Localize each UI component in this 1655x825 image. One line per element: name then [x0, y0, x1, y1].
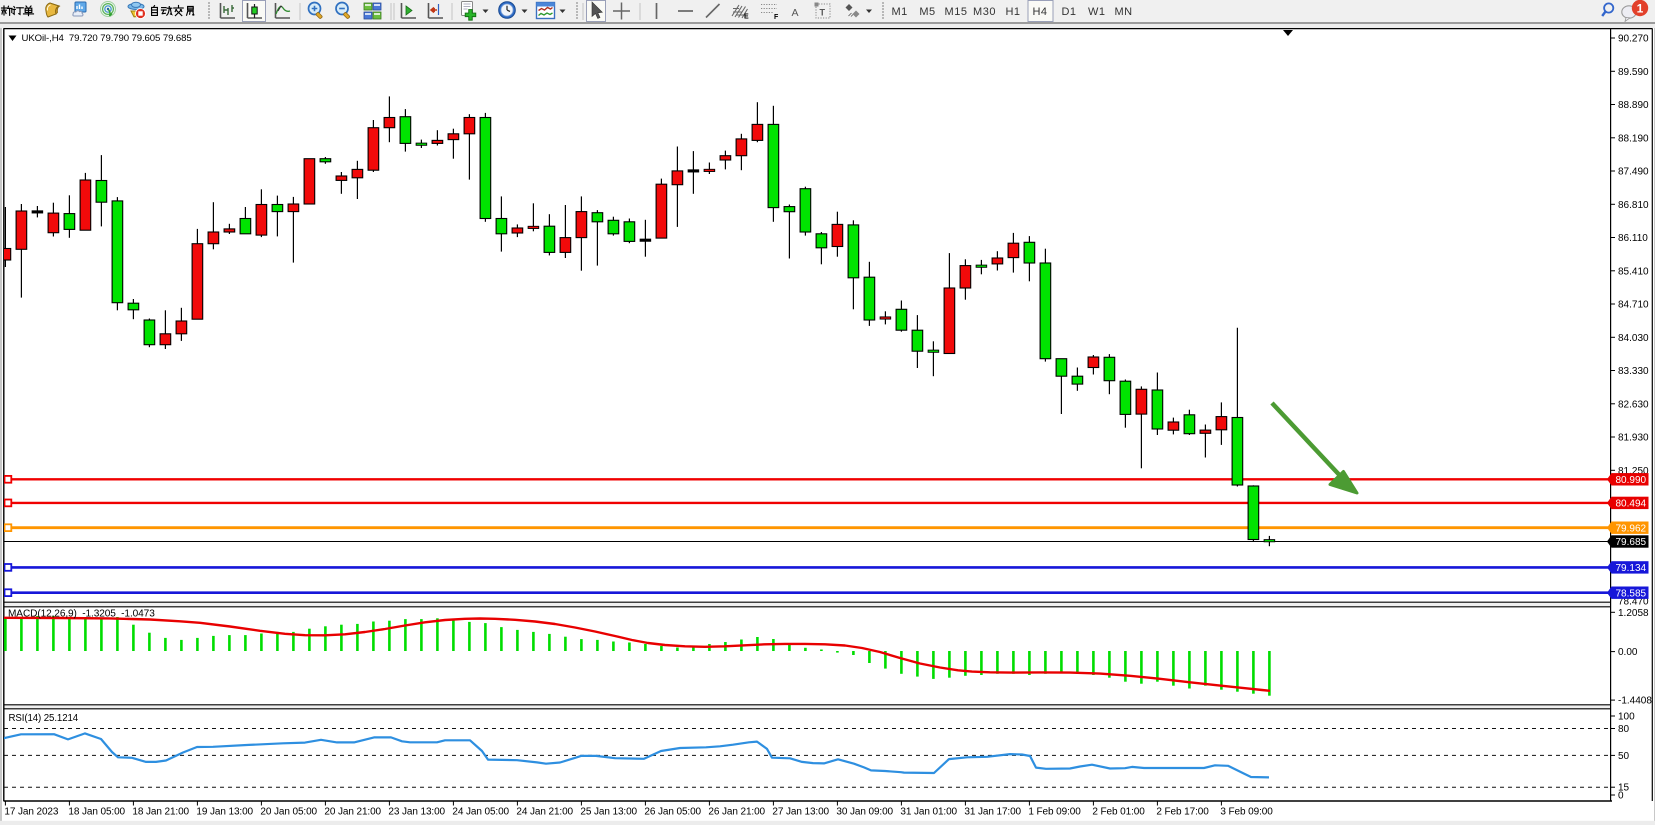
svg-text:86.110: 86.110 [1618, 233, 1648, 244]
svg-text:25 Jan 13:00: 25 Jan 13:00 [580, 807, 637, 818]
svg-text:31 Jan 17:00: 31 Jan 17:00 [964, 807, 1021, 818]
svg-text:100: 100 [1618, 712, 1635, 723]
svg-text:1 Feb 09:00: 1 Feb 09:00 [1028, 807, 1081, 818]
svg-text:84.030: 84.030 [1618, 333, 1649, 344]
svg-text:90.270: 90.270 [1618, 34, 1649, 45]
svg-text:79.685: 79.685 [1616, 537, 1647, 548]
svg-text:1: 1 [1637, 1, 1644, 15]
svg-text:18 Jan 21:00: 18 Jan 21:00 [132, 807, 189, 818]
svg-text:M15: M15 [945, 6, 968, 18]
svg-text:31 Jan 01:00: 31 Jan 01:00 [900, 807, 957, 818]
svg-text:26 Jan 21:00: 26 Jan 21:00 [708, 807, 765, 818]
svg-text:80.990: 80.990 [1616, 475, 1647, 486]
svg-text:M30: M30 [973, 6, 996, 18]
svg-text:89.590: 89.590 [1618, 67, 1649, 78]
svg-text:86.810: 86.810 [1618, 200, 1649, 211]
svg-text:M1: M1 [891, 6, 907, 18]
svg-text:81.250: 81.250 [1618, 466, 1649, 477]
svg-text:E: E [744, 14, 749, 21]
svg-text:19 Jan 13:00: 19 Jan 13:00 [196, 807, 253, 818]
svg-text:78.585: 78.585 [1616, 588, 1647, 599]
svg-text:78.470: 78.470 [1618, 597, 1649, 608]
svg-text:D1: D1 [1061, 6, 1076, 18]
svg-text:MN: MN [1114, 6, 1132, 18]
svg-text:0.00: 0.00 [1618, 647, 1638, 658]
svg-text:26 Jan 05:00: 26 Jan 05:00 [644, 807, 701, 818]
svg-text:20 Jan 05:00: 20 Jan 05:00 [260, 807, 317, 818]
svg-text:RSI(14) 25.1214: RSI(14) 25.1214 [9, 713, 79, 724]
svg-text:79.134: 79.134 [1616, 563, 1647, 574]
svg-text:84.710: 84.710 [1618, 300, 1649, 311]
svg-text:MACD(12,26,9) -1.3205 -1.047: MACD(12,26,9) -1.3205 -1.0473 [8, 609, 155, 620]
svg-text:50: 50 [1618, 751, 1630, 762]
svg-text:24 Jan 05:00: 24 Jan 05:00 [452, 807, 509, 818]
svg-text:W1: W1 [1088, 6, 1106, 18]
svg-text:24 Jan 21:00: 24 Jan 21:00 [516, 807, 573, 818]
svg-text:88.890: 88.890 [1618, 100, 1649, 111]
svg-text:F: F [774, 14, 779, 21]
svg-text:T: T [820, 8, 826, 18]
svg-text:2 Feb 17:00: 2 Feb 17:00 [1156, 807, 1209, 818]
svg-text:85.410: 85.410 [1618, 266, 1649, 277]
svg-text:83.330: 83.330 [1618, 366, 1649, 377]
svg-text:82.630: 82.630 [1618, 399, 1649, 410]
svg-text:A: A [792, 7, 799, 19]
svg-text:88.190: 88.190 [1618, 133, 1649, 144]
svg-text:27 Jan 13:00: 27 Jan 13:00 [772, 807, 829, 818]
svg-text:79.962: 79.962 [1616, 523, 1647, 534]
svg-text:H4: H4 [1032, 6, 1047, 18]
svg-text:81.930: 81.930 [1618, 433, 1649, 444]
svg-text:87.490: 87.490 [1618, 167, 1649, 178]
svg-text:M5: M5 [919, 6, 935, 18]
svg-text:-1.4408: -1.4408 [1618, 696, 1652, 707]
svg-text:15: 15 [1618, 783, 1630, 794]
svg-text:UKOil-,H4 79.720 79.790 79.60: UKOil-,H4 79.720 79.790 79.605 79.685 [22, 33, 192, 44]
svg-text:1.2058: 1.2058 [1618, 608, 1649, 619]
svg-text:0: 0 [1618, 791, 1624, 802]
svg-text:H1: H1 [1005, 6, 1020, 18]
svg-text:80.494: 80.494 [1616, 499, 1647, 510]
svg-text:23 Jan 13:00: 23 Jan 13:00 [388, 807, 445, 818]
svg-text:18 Jan 05:00: 18 Jan 05:00 [68, 807, 125, 818]
svg-text:3 Feb 09:00: 3 Feb 09:00 [1220, 807, 1273, 818]
svg-text:20 Jan 21:00: 20 Jan 21:00 [324, 807, 381, 818]
svg-text:30 Jan 09:00: 30 Jan 09:00 [836, 807, 893, 818]
svg-text:2 Feb 01:00: 2 Feb 01:00 [1092, 807, 1145, 818]
svg-text:17 Jan 2023: 17 Jan 2023 [4, 807, 58, 818]
svg-text:80: 80 [1618, 724, 1630, 735]
